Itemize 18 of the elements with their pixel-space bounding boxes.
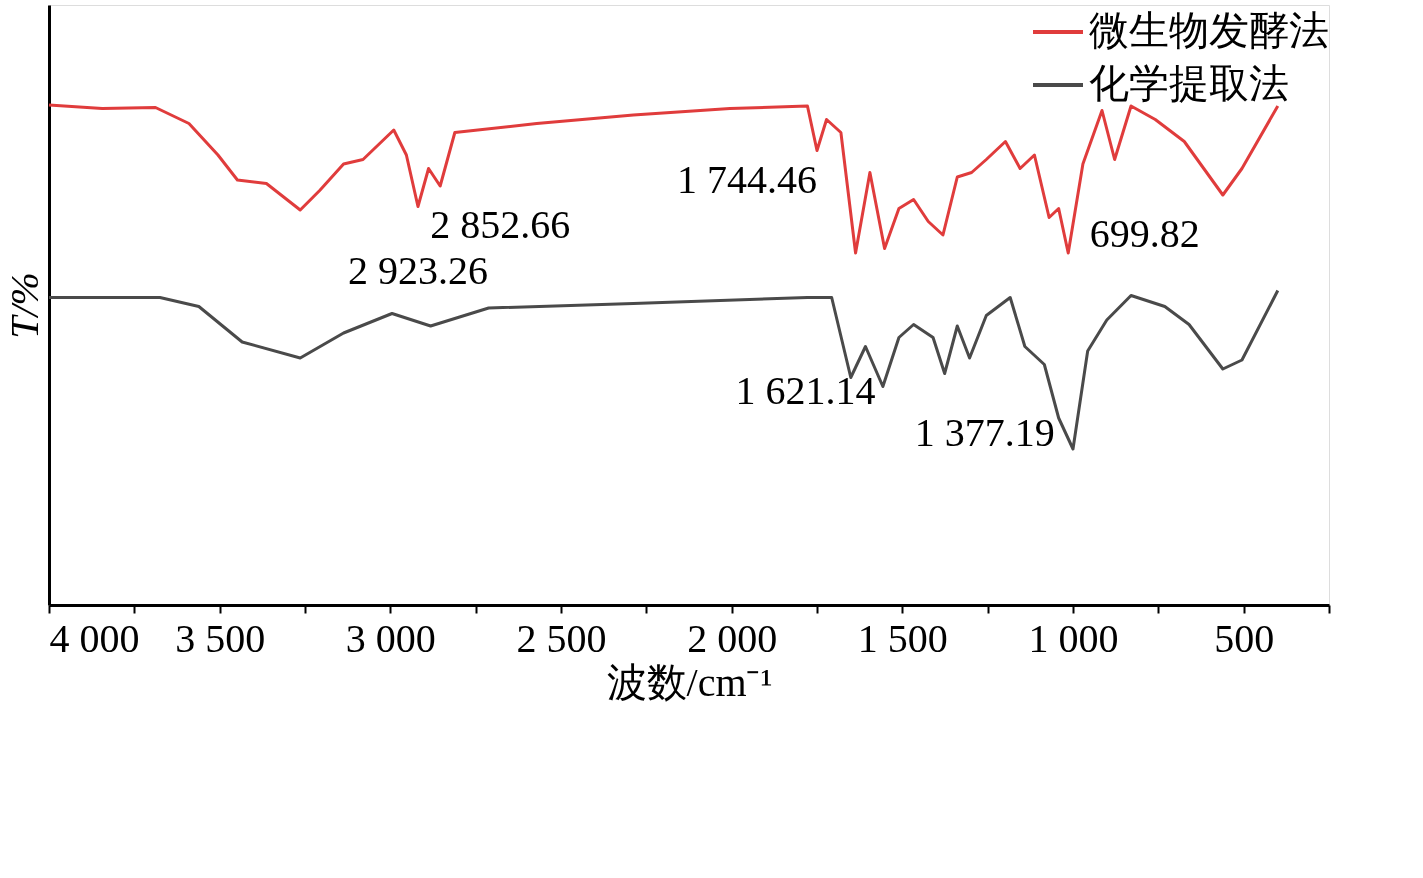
annotation: 2 852.66 — [430, 202, 571, 247]
annotation: 1 377.19 — [914, 409, 1055, 455]
y-axis-title: T/% — [1, 272, 47, 339]
x-tick-label: 3 500 — [175, 615, 266, 661]
annotation: 1 744.46 — [677, 156, 817, 202]
annotation: 699.82 — [1089, 210, 1200, 256]
legend-label: 化学提取法 — [1089, 61, 1289, 106]
legend-label: 微生物发酵法 — [1089, 8, 1329, 53]
annotation: 2 923.26 — [347, 247, 488, 293]
x-tick-label: 4 000 — [49, 615, 140, 661]
x-tick-label: 500 — [1214, 615, 1275, 661]
x-tick-label: 2 500 — [516, 615, 607, 661]
x-tick-label: 1 000 — [1028, 615, 1119, 661]
annotation: 1 621.14 — [735, 367, 876, 413]
x-tick-label: 3 000 — [345, 615, 436, 661]
x-tick-label: 2 000 — [687, 615, 778, 661]
x-axis-title: 波数/cm⁻¹ — [606, 659, 773, 705]
x-tick-label: 1 500 — [857, 615, 948, 661]
